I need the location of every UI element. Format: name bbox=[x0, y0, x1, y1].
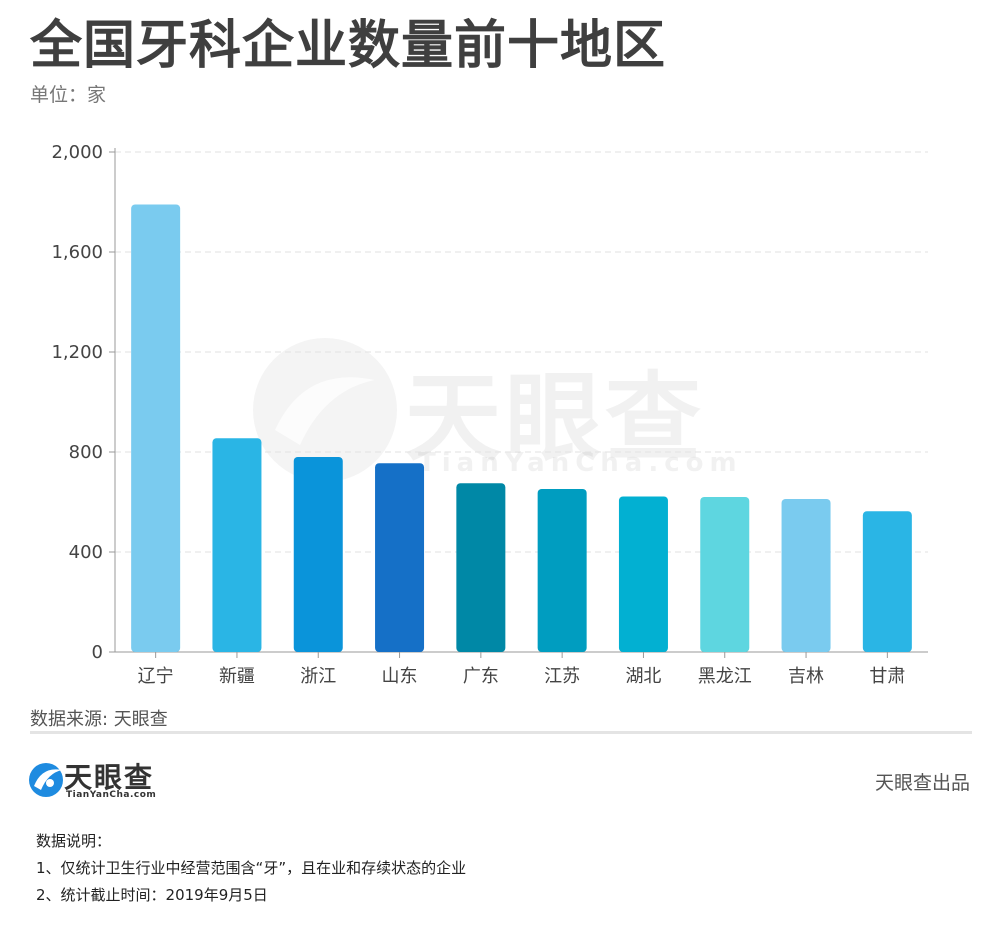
y-tick-label: 2,000 bbox=[51, 142, 103, 163]
bar-7[interactable] bbox=[618, 496, 668, 653]
x-tick-label: 吉林 bbox=[788, 666, 824, 687]
y-tick-label: 1,600 bbox=[51, 242, 103, 263]
bar-9[interactable] bbox=[781, 499, 831, 652]
x-tick-label: 甘肃 bbox=[869, 666, 905, 687]
note-1: 1、仅统计卫生行业中经营范围含“牙”，且在业和存续状态的企业 bbox=[36, 859, 467, 877]
watermark-domain: TianYanCha.com bbox=[418, 448, 743, 478]
bar-1[interactable] bbox=[131, 204, 181, 653]
x-tick-label: 湖北 bbox=[625, 666, 661, 687]
produced-by: 天眼查出品 bbox=[874, 772, 970, 794]
divider bbox=[30, 731, 972, 734]
bar-8[interactable] bbox=[700, 497, 750, 652]
x-tick-label: 辽宁 bbox=[138, 666, 174, 687]
x-tick-label: 广东 bbox=[463, 666, 499, 687]
bar-4[interactable] bbox=[375, 463, 425, 652]
notes-title: 数据说明： bbox=[36, 832, 112, 850]
unit-label: 单位：家 bbox=[30, 84, 107, 106]
tianyancha-logo-icon bbox=[29, 763, 63, 797]
y-tick-label: 1,200 bbox=[51, 342, 103, 363]
y-tick-label: 400 bbox=[69, 542, 103, 563]
logo-text: 天眼查 bbox=[64, 761, 155, 794]
y-tick-label: 800 bbox=[69, 442, 103, 463]
x-tick-label: 新疆 bbox=[219, 666, 255, 687]
y-tick-label: 0 bbox=[92, 642, 103, 663]
x-tick-label: 黑龙江 bbox=[698, 666, 752, 687]
logo-domain: TianYanCha.com bbox=[66, 790, 157, 800]
bar-2[interactable] bbox=[212, 438, 262, 652]
x-tick-label: 江苏 bbox=[544, 666, 580, 687]
data-notes: 数据说明： 1、仅统计卫生行业中经营范围含“牙”，且在业和存续状态的企业 2、统… bbox=[36, 828, 466, 909]
page-title: 全国牙科企业数量前十地区 bbox=[30, 16, 667, 76]
bar-10[interactable] bbox=[862, 511, 912, 652]
note-2: 2、统计截止时间：2019年9月5日 bbox=[36, 886, 268, 904]
bar-6[interactable] bbox=[537, 489, 587, 652]
data-source: 数据来源: 天眼查 bbox=[30, 709, 168, 730]
x-tick-label: 山东 bbox=[382, 666, 418, 687]
bar-5[interactable] bbox=[456, 483, 506, 652]
x-tick-label: 浙江 bbox=[300, 666, 336, 687]
bar-3[interactable] bbox=[293, 457, 343, 652]
watermark-text: 天眼查 bbox=[405, 362, 705, 474]
bar-chart: 0 400 800 1,200 1,600 2,000 辽宁 新疆 浙江 山东 广东 江苏 湖北 黑龙江 吉… bbox=[51, 142, 928, 687]
